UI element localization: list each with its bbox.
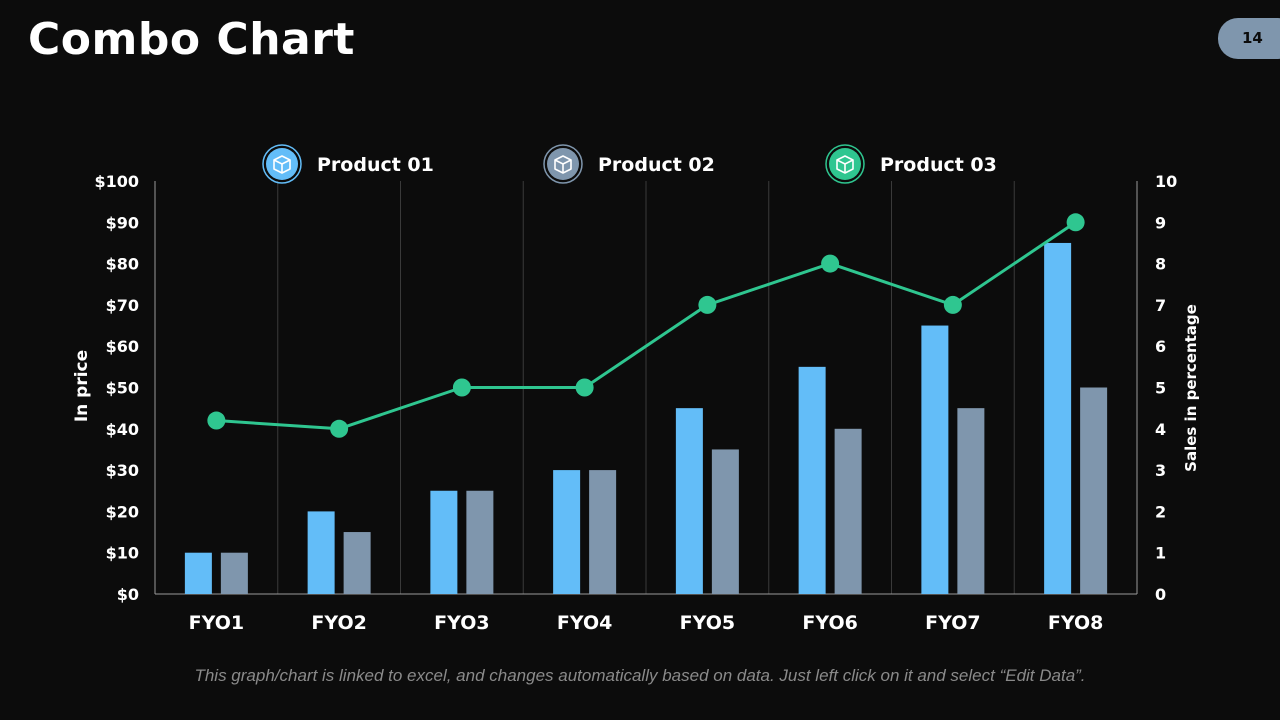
left-axis-tick-label: $100 [94, 172, 139, 191]
line-point-product-03 [575, 378, 594, 397]
left-axis-tick-label: $50 [106, 379, 139, 398]
bar-product-02 [343, 532, 371, 594]
right-axis-tick-label: 6 [1155, 337, 1166, 356]
left-axis-tick-label: $80 [106, 255, 139, 274]
bar-product-02 [711, 449, 739, 594]
right-axis-tick-label: 3 [1155, 461, 1166, 480]
box-icon-outline [554, 155, 572, 174]
x-axis-tick-label: FYO5 [680, 612, 735, 634]
legend-label: Product 01 [317, 154, 434, 176]
left-axis-tick-label: $90 [106, 213, 139, 232]
bar-product-01 [1044, 242, 1072, 594]
x-axis-tick-label: FYO4 [557, 612, 612, 634]
box-icon-edges [836, 159, 854, 173]
x-axis-tick-label: FYO2 [311, 612, 366, 634]
box-icon-outline [273, 155, 291, 174]
bar-product-01 [675, 408, 703, 594]
right-axis-tick-label: 8 [1155, 255, 1166, 274]
bar-product-01 [430, 490, 458, 594]
bar-product-02 [1080, 387, 1108, 594]
right-axis-tick-label: 7 [1155, 296, 1166, 315]
page-number-badge [1218, 18, 1280, 59]
left-axis-tick-label: $30 [106, 461, 139, 480]
footnote: This graph/chart is linked to excel, and… [194, 666, 1086, 685]
left-axis-tick-label: $60 [106, 337, 139, 356]
bar-product-01 [184, 552, 212, 594]
bar-product-01 [307, 511, 335, 594]
legend-label: Product 03 [880, 154, 997, 176]
box-icon-edges [273, 159, 291, 173]
box-icon-edges [554, 159, 572, 173]
line-point-product-03 [943, 295, 962, 314]
x-axis-tick-label: FYO8 [1048, 612, 1103, 634]
right-axis-title: Sales in percentage [1182, 304, 1200, 472]
legend-item-product-02: Product 02 [543, 144, 715, 184]
bar-product-02 [466, 490, 494, 594]
line-point-product-03 [821, 254, 840, 273]
legend-icon-ring [825, 144, 865, 184]
line-series-product-03 [216, 221, 1077, 431]
right-axis-tick-label: 2 [1155, 502, 1166, 521]
x-axis-tick-label: FYO7 [925, 612, 980, 634]
bar-product-02 [834, 428, 862, 594]
line-point-product-03 [207, 411, 226, 430]
bar-product-01 [553, 470, 581, 594]
left-axis-tick-label: $0 [117, 585, 139, 604]
left-axis-tick-label: $70 [106, 296, 139, 315]
legend-item-product-01: Product 01 [262, 144, 434, 184]
right-axis-tick-label: 0 [1155, 585, 1166, 604]
bar-product-01 [798, 366, 826, 594]
right-axis-tick-label: 4 [1155, 420, 1166, 439]
left-axis-tick-label: $40 [106, 420, 139, 439]
line-point-product-03 [330, 419, 349, 438]
box-icon-outline [836, 155, 854, 174]
left-axis-tick-label: $20 [106, 502, 139, 521]
right-axis-tick-label: 1 [1155, 544, 1166, 563]
bar-product-02 [220, 552, 248, 594]
bar-product-02 [957, 408, 985, 594]
right-axis-tick-label: 5 [1155, 379, 1166, 398]
bar-product-02 [589, 470, 617, 594]
line-point-product-03 [698, 295, 717, 314]
x-axis-tick-label: FYO6 [802, 612, 857, 634]
line-point-product-03 [1066, 213, 1085, 232]
legend-icon-ring [262, 144, 302, 184]
x-axis-tick-label: FYO1 [189, 612, 244, 634]
left-axis-title: In price [72, 350, 92, 422]
legend-item-product-03: Product 03 [825, 144, 997, 184]
right-axis-tick-label: 9 [1155, 213, 1166, 232]
line-point-product-03 [452, 378, 471, 397]
legend-icon-ring [543, 144, 583, 184]
page-number: 14 [1242, 29, 1263, 47]
page-title: Combo Chart [28, 14, 355, 65]
legend-label: Product 02 [598, 154, 715, 176]
x-axis-tick-label: FYO3 [434, 612, 489, 634]
bar-product-01 [921, 325, 949, 594]
right-axis-tick-label: 10 [1155, 172, 1177, 191]
left-axis-tick-label: $10 [106, 544, 139, 563]
